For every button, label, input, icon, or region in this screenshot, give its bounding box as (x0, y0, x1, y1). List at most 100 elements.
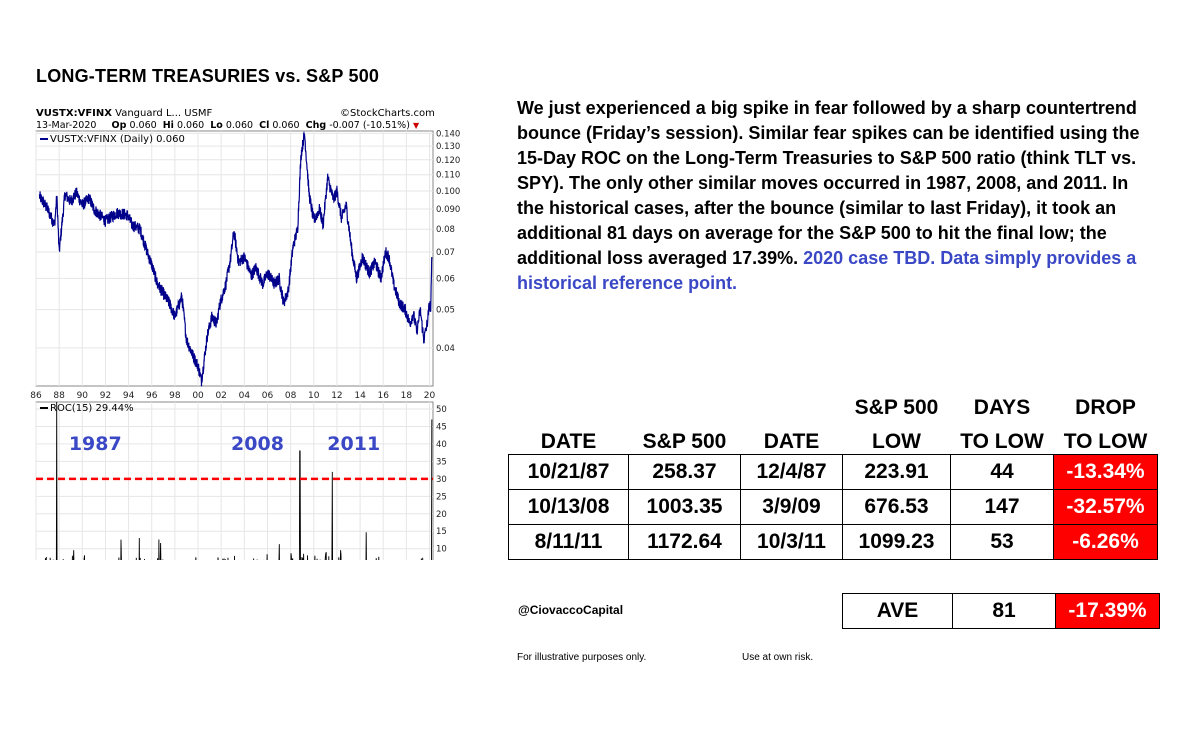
y-tick-label: 0.07 (436, 248, 455, 258)
y-tick-label: 0.130 (436, 142, 460, 152)
table-cell: 10/21/87 (508, 454, 629, 490)
y-tick-label: 40 (436, 440, 447, 450)
lower-grid (35, 402, 433, 560)
x-tick-label: 20 (424, 391, 436, 401)
header-cell: LOW (872, 430, 921, 453)
twitter-handle: @CiovaccoCapital (518, 603, 624, 617)
hi-label: Hi (162, 120, 174, 131)
roc-annotations: 1987 2008 2011 (69, 433, 380, 455)
y-tick-label: 0.090 (436, 205, 460, 215)
header-top-cell (509, 386, 629, 420)
header-cell: TO LOW (960, 430, 1044, 453)
x-tick-label: 96 (146, 391, 158, 401)
table-header-row: DATE S&P 500 DATE LOW TO LOW TO LOW (509, 420, 1158, 455)
chart-fund-name: Vanguard L... USMF (115, 108, 213, 119)
y-tick-label: 0.05 (436, 306, 455, 316)
table-cell: 12/4/87 (740, 454, 843, 490)
table-cell: 8/11/11 (508, 524, 629, 560)
drop-cell: -32.57% (1053, 489, 1158, 525)
y-tick-label: 20 (436, 510, 447, 520)
commentary-highlight: 2020 case TBD. Data simply provides a hi… (517, 248, 1137, 293)
upper-x-ticks: 86 88 90 92 94 96 98 00 02 04 06 08 10 12 14 16 18 20 (30, 391, 435, 401)
header-cell: TO LOW (1063, 430, 1148, 453)
commentary: We just experienced a big spike in fear … (517, 96, 1157, 296)
chart-symbol: VUSTX:VFINX (36, 108, 112, 119)
table-cell: 1003.35 (628, 489, 741, 525)
y-tick-label: 0.140 (436, 129, 460, 139)
y-tick-label: 0.100 (436, 187, 460, 197)
chart-source: ©StockCharts.com (340, 108, 435, 119)
cl-value: 0.060 (272, 120, 300, 131)
table-cell: 10/3/11 (740, 524, 843, 560)
table-cell: 44 (950, 454, 1054, 490)
x-tick-label: 94 (123, 391, 135, 401)
table-cell: 147 (950, 489, 1054, 525)
header-cell: S&P 500 (642, 430, 727, 453)
table-cell: 1172.64 (628, 524, 741, 560)
table-row: 10/21/87 258.37 12/4/87 223.91 44 -13.34… (508, 454, 1158, 490)
header-top-cell (741, 386, 843, 420)
table-row: 8/11/11 1172.64 10/3/11 1099.23 53 -6.26… (508, 524, 1158, 560)
header-top-cell: S&P 500 (854, 396, 939, 419)
table-cell: 53 (950, 524, 1054, 560)
x-tick-label: 14 (354, 391, 366, 401)
x-tick-label: 00 (192, 391, 204, 401)
lower-legend-label: ROC(15) 29.44% (50, 403, 134, 414)
upper-panel-frame (35, 130, 434, 387)
y-tick-label: 50 (436, 405, 447, 415)
cl-label: Cl (259, 120, 270, 131)
header-cell: DATE (540, 430, 597, 453)
footer-disclaimer-left: For illustrative purposes only. (517, 652, 647, 663)
y-tick-label: 0.04 (436, 344, 455, 354)
x-tick-label: 18 (401, 391, 413, 401)
average-label: AVE (842, 593, 953, 629)
results-table: S&P 500 DAYS DROP DATE S&P 500 DATE LOW … (508, 386, 1158, 560)
y-tick-label: 0.06 (436, 274, 455, 284)
header-top-cell: DAYS (973, 396, 1031, 419)
chart-area: 0.140 0.130 0.120 0.110 0.100 0.090 0.08 0.07 0.… (30, 129, 460, 560)
annotation-label: 1987 (69, 433, 122, 455)
y-tick-label: 15 (436, 527, 447, 537)
footer-disclaimer-right: Use at own risk. (742, 652, 814, 663)
x-tick-label: 10 (308, 391, 320, 401)
op-label: Op (111, 120, 127, 131)
x-tick-label: 98 (169, 391, 181, 401)
table-cell: 676.53 (842, 489, 951, 525)
legend-swatch-icon (40, 138, 48, 140)
y-tick-label: 45 (436, 422, 447, 432)
average-days: 81 (952, 593, 1056, 629)
page-title: LONG-TERM TREASURIES vs. S&P 500 (36, 66, 380, 86)
lower-panel-frame (35, 401, 434, 560)
upper-grid (35, 131, 433, 386)
chg-label: Chg (305, 120, 327, 131)
y-tick-label: 0.110 (436, 171, 460, 181)
legend-swatch-icon (40, 407, 48, 409)
table-cell: 1099.23 (842, 524, 951, 560)
chg-down-arrow-icon: ▼ (412, 121, 420, 130)
chg-value: -0.007 (-10.51%) (329, 120, 410, 131)
hi-value: 0.060 (176, 120, 205, 131)
x-tick-label: 12 (331, 391, 342, 401)
average-row: AVE 81 -17.39% (842, 593, 1160, 629)
commentary-body: We just experienced a big spike in fear … (517, 98, 1140, 268)
x-tick-label: 90 (77, 391, 89, 401)
upper-legend-label: VUSTX:VFINX (Daily) 0.060 (50, 134, 185, 145)
x-tick-label: 16 (378, 391, 390, 401)
y-tick-label: 0.08 (436, 225, 455, 235)
annotation-label: 2008 (231, 433, 284, 455)
lower-legend: ROC(15) 29.44% (40, 403, 134, 414)
table-cell: 3/9/09 (740, 489, 843, 525)
x-tick-label: 88 (53, 391, 65, 401)
y-tick-label: 35 (436, 457, 447, 467)
table-cell: 258.37 (628, 454, 741, 490)
ratio-line-series (38, 130, 433, 387)
drop-cell: -13.34% (1053, 454, 1158, 490)
header-top-cell (629, 386, 741, 420)
x-tick-label: 02 (215, 391, 226, 401)
header-top-cell: DROP (1075, 396, 1136, 419)
y-tick-label: 10 (436, 545, 447, 555)
x-tick-label: 92 (100, 391, 111, 401)
x-tick-label: 06 (262, 391, 274, 401)
lower-y-ticks: 50454035302520151050-5-10-15-20 (436, 405, 447, 555)
average-drop: -17.39% (1055, 593, 1160, 629)
